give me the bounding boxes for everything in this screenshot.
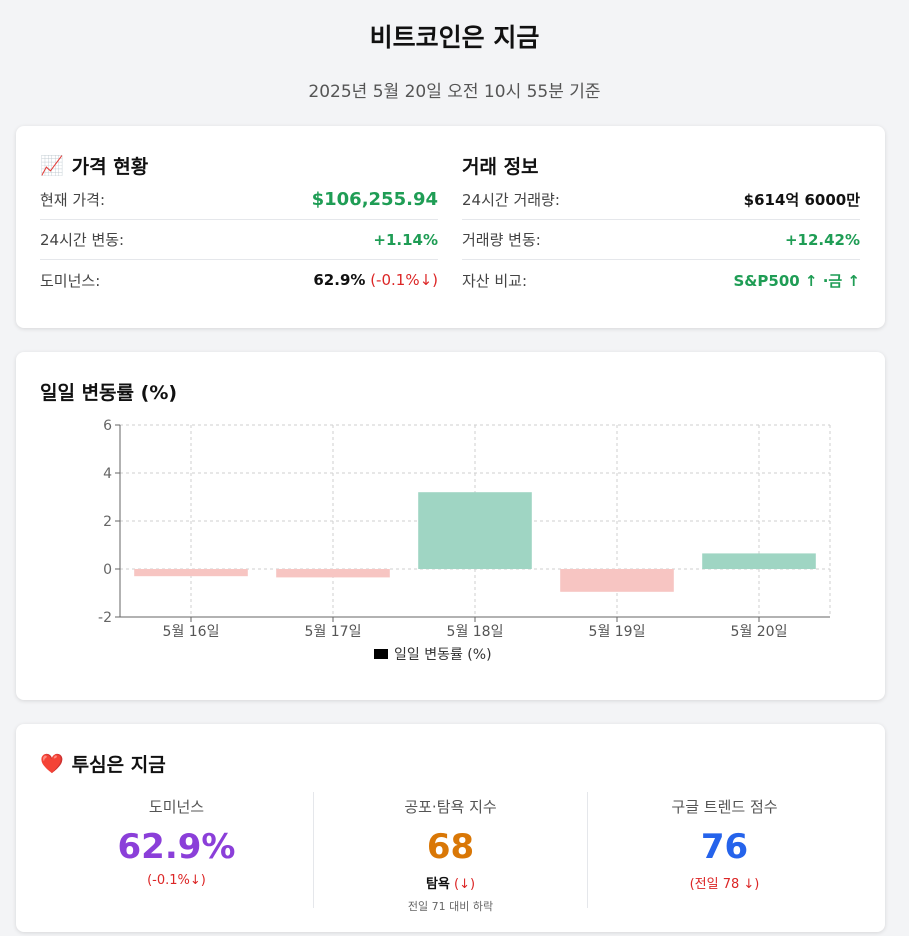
volume-24h-value: $614억 6000만 bbox=[743, 191, 860, 209]
daily-change-chart-card: 일일 변동률 (%) -2 0 2 4 6 5월 16일 5월 17일 5월 18일 5월 19… bbox=[16, 352, 885, 700]
volume-change-value: +12.42% bbox=[784, 230, 860, 249]
x-tick-label: 5월 17일 bbox=[305, 624, 362, 640]
volume-change-label: 거래량 변동: bbox=[462, 231, 541, 249]
change-24h-row: 24시간 변동: +1.14% bbox=[40, 220, 438, 260]
info-card: 📈 가격 현황 현재 가격: $106,255.94 24시간 변동: +1.1… bbox=[16, 126, 885, 328]
x-tick-label: 5월 19일 bbox=[589, 624, 646, 640]
sentiment-title: 투심은 지금 bbox=[71, 754, 166, 776]
sentiment-card: ❤️ 투심은 지금 도미넌스 62.9% (-0.1%↓) 공포·탐욕 지수 6… bbox=[16, 724, 885, 932]
google-trends-change: (전일 78 ↓) bbox=[689, 877, 760, 892]
bar bbox=[560, 569, 674, 592]
google-trends-value: 76 bbox=[700, 827, 749, 867]
fear-greed-metric: 공포·탐욕 지수 68 탐욕 (↓) 전일 71 대비 하락 bbox=[313, 792, 587, 913]
price-status-header: 📈 가격 현황 bbox=[40, 150, 438, 180]
sentiment-header: ❤️ 투심은 지금 bbox=[40, 750, 166, 777]
x-tick-label: 5월 20일 bbox=[731, 624, 788, 640]
asset-compare-label: 자산 비교: bbox=[462, 271, 528, 290]
volume-24h-label: 24시간 거래량: bbox=[462, 191, 560, 209]
dominance-metric-change: (-0.1%↓) bbox=[147, 873, 206, 888]
page-subtitle: 2025년 5월 20일 오전 10시 55분 기준 bbox=[308, 82, 601, 102]
dominance-label: 도미넌스: bbox=[40, 271, 101, 290]
trade-info-title: 거래 정보 bbox=[462, 155, 539, 178]
price-status-title: 가격 현황 bbox=[71, 155, 149, 178]
asset-compare-row: 자산 비교: S&P500 ↑ ·금 ↑ bbox=[462, 260, 860, 300]
google-trends-label: 구글 트렌드 점수 bbox=[671, 798, 778, 816]
x-tick-label: 5월 16일 bbox=[163, 624, 220, 640]
bar bbox=[418, 492, 532, 569]
page-title: 비트코인은 지금 bbox=[369, 23, 540, 52]
dominance-metric-label: 도미넌스 bbox=[148, 798, 205, 816]
dominance-value: 62.9% bbox=[313, 271, 366, 289]
bar bbox=[276, 569, 390, 578]
fear-greed-label: 공포·탐욕 지수 bbox=[404, 798, 497, 816]
volume-24h-row: 24시간 거래량: $614억 6000만 bbox=[462, 180, 860, 220]
google-trends-metric: 구글 트렌드 점수 76 (전일 78 ↓) bbox=[587, 792, 861, 908]
heart-icon: ❤️ bbox=[40, 753, 64, 775]
current-price-row: 현재 가격: $106,255.94 bbox=[40, 180, 438, 220]
change-24h-value: +1.14% bbox=[373, 230, 438, 249]
volume-change-row: 거래량 변동: +12.42% bbox=[462, 220, 860, 260]
dominance-metric-value: 62.9% bbox=[117, 827, 236, 867]
legend-swatch bbox=[374, 649, 388, 659]
dominance-row: 도미넌스: 62.9% (-0.1%↓) bbox=[40, 260, 438, 300]
dominance-metric: 도미넌스 62.9% (-0.1%↓) bbox=[40, 792, 313, 908]
bar bbox=[134, 569, 248, 577]
bar bbox=[702, 553, 816, 569]
y-tick-label: 2 bbox=[103, 514, 112, 530]
fear-greed-change: (↓) bbox=[454, 877, 476, 892]
chart-title: 일일 변동률 (%) bbox=[40, 382, 178, 404]
change-24h-label: 24시간 변동: bbox=[40, 231, 125, 249]
legend-label: 일일 변동률 (%) bbox=[394, 647, 492, 663]
chart-increasing-icon: 📈 bbox=[40, 154, 64, 177]
y-tick-label: -2 bbox=[98, 610, 112, 626]
trade-info-section: 거래 정보 24시간 거래량: $614억 6000만 거래량 변동: +12.… bbox=[462, 150, 860, 300]
sentiment-metrics: 도미넌스 62.9% (-0.1%↓) 공포·탐욕 지수 68 탐욕 (↓) 전… bbox=[40, 792, 861, 913]
y-tick-label: 4 bbox=[103, 466, 112, 482]
y-tick-label: 0 bbox=[103, 562, 112, 578]
asset-compare-value: S&P500 ↑ ·금 ↑ bbox=[733, 271, 861, 290]
current-price-value: $106,255.94 bbox=[311, 189, 438, 210]
current-price-label: 현재 가격: bbox=[40, 191, 106, 209]
dominance-change: (-0.1%↓) bbox=[370, 271, 438, 289]
fear-greed-state: 탐욕 bbox=[425, 877, 450, 892]
fear-greed-note: 전일 71 대비 하락 bbox=[407, 900, 494, 913]
fear-greed-value: 68 bbox=[426, 827, 475, 867]
x-tick-label: 5월 18일 bbox=[447, 624, 504, 640]
price-status-section: 📈 가격 현황 현재 가격: $106,255.94 24시간 변동: +1.1… bbox=[40, 150, 438, 300]
y-tick-label: 6 bbox=[103, 418, 112, 434]
